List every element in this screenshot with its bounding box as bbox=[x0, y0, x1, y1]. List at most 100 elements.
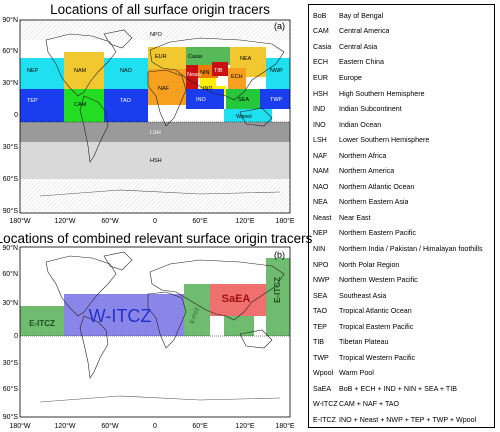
legend-box: BoB Bay of Bengal CAM Central America Casi… bbox=[308, 4, 495, 428]
legend-abbr: EUR bbox=[313, 73, 328, 82]
legend-abbr: ECH bbox=[313, 58, 328, 67]
label-NEA: NEA bbox=[240, 56, 252, 62]
legend-abbr: Casia bbox=[313, 42, 332, 51]
legend-abbr: INO bbox=[313, 120, 326, 129]
legend-row: Casia Central Asia bbox=[313, 39, 490, 55]
legend-abbr: NAM bbox=[313, 167, 329, 176]
region-W-ITCZ bbox=[64, 294, 184, 336]
lon-tick: 60°W bbox=[101, 422, 119, 430]
lon-tick: 180°E bbox=[275, 217, 294, 225]
lat-tick: 60°N bbox=[2, 270, 18, 278]
panel-b-label: (b) bbox=[274, 250, 285, 260]
label-Casia: Casia bbox=[188, 54, 203, 60]
legend-row: NAM Northern America bbox=[313, 163, 490, 179]
region-E-ITCZ-west bbox=[20, 306, 64, 336]
legend-row: NWP Northern Western Pacific bbox=[313, 272, 490, 288]
lat-tick: 90°N bbox=[2, 244, 18, 252]
label-TEP: TEP bbox=[27, 98, 38, 104]
region-E-ITCZ-east bbox=[266, 258, 290, 336]
region-labels-a: NPO Casia NEA NAM NAO EUR NWP NEP Neast … bbox=[27, 32, 283, 164]
legend-desc: INO + Neast + NWP + TEP + TWP + Wpool bbox=[339, 415, 477, 424]
label-NPO: NPO bbox=[150, 32, 163, 38]
lat-tick: 0 bbox=[14, 333, 18, 340]
region-NPO bbox=[20, 20, 290, 40]
legend-row: NEP Northern Eastern Pacific bbox=[313, 226, 490, 242]
region-CAM bbox=[64, 89, 104, 122]
legend-abbr: SaEA bbox=[313, 384, 332, 393]
region-TWP bbox=[260, 89, 290, 109]
panel-b-map: W-ITCZ E-ITCZ SaEA E-ITCZ E-ITCZ bbox=[20, 247, 290, 417]
legend-desc: Northern Atlantic Ocean bbox=[339, 182, 415, 191]
legend-row: Neast Near East bbox=[313, 210, 490, 226]
region-NWP bbox=[266, 58, 290, 89]
lon-tick: 180°E bbox=[275, 422, 294, 430]
label-E-ITCZ-east: E-ITCZ bbox=[273, 277, 282, 303]
legend-desc: High Southern Hemisphere bbox=[339, 89, 425, 98]
region-SEA bbox=[226, 89, 260, 109]
lon-tick: 0 bbox=[153, 218, 157, 225]
legend-desc: Warm Pool bbox=[339, 369, 374, 378]
legend-abbr: Wpool bbox=[313, 369, 334, 378]
panel-a: Locations of all surface origin tracers bbox=[2, 2, 295, 225]
panel-b-frame bbox=[19, 246, 291, 418]
legend-abbr: NAO bbox=[313, 182, 329, 191]
legend-desc: Northern India / Pakistan / Himalayan fo… bbox=[339, 244, 483, 253]
legend-abbr: TWP bbox=[313, 353, 329, 362]
label-NWP: NWP bbox=[270, 68, 283, 74]
panel-b: Locations of combined relevant surface o… bbox=[0, 231, 313, 430]
legend-desc: North Polar Region bbox=[339, 260, 400, 269]
lat-tick: 90°S bbox=[3, 413, 19, 421]
label-TIB: TIB bbox=[214, 68, 223, 74]
legend-row: SaEA BoB + ECH + IND + NIN + SEA + TIB bbox=[313, 381, 490, 397]
region-TIB bbox=[212, 62, 228, 76]
region-LSH bbox=[20, 122, 290, 142]
legend-desc: CAM + NAF + TAO bbox=[339, 400, 400, 409]
lon-tick: 180°W bbox=[9, 217, 30, 225]
label-ECH: ECH bbox=[231, 74, 243, 80]
legend-desc: Indian Ocean bbox=[339, 120, 382, 129]
legend-abbr: NPO bbox=[313, 260, 329, 269]
legend-abbr: NEP bbox=[313, 229, 328, 238]
lon-tick: 120°E bbox=[235, 422, 254, 430]
legend-abbr: LSH bbox=[313, 136, 327, 145]
region-INO bbox=[186, 89, 224, 109]
region-ECH bbox=[228, 68, 246, 89]
legend-desc: Europe bbox=[339, 73, 362, 82]
legend-row: TEP Tropical Eastern Pacific bbox=[313, 319, 490, 335]
region-Wpool bbox=[224, 109, 272, 122]
legend-desc: Central America bbox=[339, 27, 390, 36]
region-SaEA bbox=[210, 284, 266, 316]
legend-row: TIB Tibetan Plateau bbox=[313, 334, 490, 350]
label-W-ITCZ: W-ITCZ bbox=[89, 306, 152, 326]
label-SaEA: SaEA bbox=[222, 293, 251, 305]
legend-abbr: SEA bbox=[313, 291, 328, 300]
legend-desc: Near East bbox=[339, 213, 371, 222]
panel-a-map: NPO Casia NEA NAM NAO EUR NWP NEP Neast … bbox=[20, 20, 290, 213]
label-LSH: LSH bbox=[150, 130, 161, 136]
legend-abbr: TAO bbox=[313, 307, 328, 316]
legend-row: CAM Central America bbox=[313, 24, 490, 40]
legend-abbr: NEA bbox=[313, 198, 328, 207]
legend-abbr: W-ITCZ bbox=[313, 400, 338, 409]
legend-row: INO Indian Ocean bbox=[313, 117, 490, 133]
label-TWP: TWP bbox=[270, 97, 283, 103]
lon-tick: 180°W bbox=[9, 422, 30, 430]
legend-row: ECH Eastern China bbox=[313, 55, 490, 71]
lon-tick: 120°W bbox=[54, 422, 75, 430]
legend-abbr: NAF bbox=[313, 151, 328, 160]
panel-a-lon-ticks: 180°W 120°W 60°W 0 60°E 120°E 180°E bbox=[9, 217, 294, 225]
label-NAM: NAM bbox=[74, 68, 87, 74]
label-NEP: NEP bbox=[27, 68, 39, 74]
lon-tick: 60°W bbox=[101, 217, 119, 225]
label-TAO: TAO bbox=[120, 98, 132, 104]
lat-tick: 60°S bbox=[3, 175, 19, 183]
lat-tick: 60°S bbox=[3, 385, 19, 393]
region-TAO bbox=[104, 89, 148, 122]
legend-desc: Northern Western Pacific bbox=[339, 276, 418, 285]
region-EUR bbox=[148, 47, 186, 69]
legend-row: BoB Bay of Bengal bbox=[313, 8, 490, 24]
label-HSH: HSH bbox=[150, 158, 162, 164]
coastlines-b bbox=[39, 251, 285, 403]
legend-row: TAO Tropical Atlantic Ocean bbox=[313, 303, 490, 319]
legend-desc: Bay of Bengal bbox=[339, 11, 384, 20]
